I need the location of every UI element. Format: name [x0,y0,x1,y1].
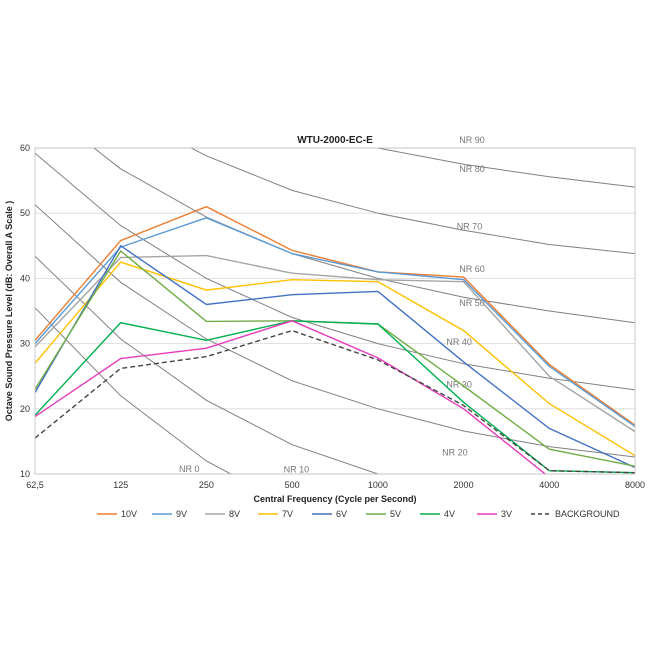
nr-label: NR 0 [179,464,200,474]
nr-label: NR 10 [284,465,310,475]
x-tick-label: 2000 [454,480,474,490]
nr-curve [93,148,635,324]
series-line [35,320,547,474]
x-tick-label: 500 [285,480,300,490]
nr-curve [35,0,635,119]
legend-label: 5V [390,509,401,519]
nr-curve [35,0,635,52]
nr-curve [35,152,635,391]
series-line [35,254,635,433]
plot-frame [34,147,636,475]
x-tick-label: 1000 [368,480,388,490]
nr-curve [35,204,635,458]
nr-curve [375,148,635,188]
series-line [35,244,635,469]
series-line [35,261,635,457]
x-tick-label: 62,5 [26,480,44,490]
nr-label: NR 70 [457,222,483,232]
y-tick-label: 10 [20,469,30,479]
legend-label: 10V [121,509,137,519]
x-tick-label: 8000 [625,480,645,490]
nr-label: NR 50 [459,298,485,308]
legend-label: 4V [444,509,455,519]
y-tick-label: 60 [20,143,30,153]
y-tick-label: 50 [20,208,30,218]
x-tick-label: 250 [199,480,214,490]
legend-label: 3V [501,509,512,519]
x-tick-label: 4000 [539,480,559,490]
chart-title: WTU-2000-EC-E [297,135,373,146]
legend-label: 8V [229,509,240,519]
series-line [35,217,635,427]
nr-curve [35,255,380,474]
nr-label: NR 90 [459,135,485,145]
x-axis-title: Central Frequency (Cycle per Second) [253,494,416,504]
legend-label: BACKGROUND [555,509,620,519]
y-axis-title: Octave Sound Pressure Level (dB: Overall… [4,201,14,421]
legend-label: 6V [336,509,347,519]
y-tick-label: 40 [20,273,30,283]
legend-label: 7V [282,509,293,519]
nr-curve [35,307,232,474]
legend-label: 9V [176,509,187,519]
series-line [35,205,635,426]
nr-label: NR 30 [446,379,472,389]
series-line [35,329,635,474]
x-tick-label: 125 [113,480,128,490]
nr-label: NR 60 [459,264,485,274]
nr-label: NR 40 [446,337,472,347]
nr-curve [190,148,635,255]
y-tick-label: 30 [20,339,30,349]
nr-label: NR 80 [459,164,485,174]
nr-label: NR 20 [442,448,468,458]
y-tick-label: 20 [20,404,30,414]
